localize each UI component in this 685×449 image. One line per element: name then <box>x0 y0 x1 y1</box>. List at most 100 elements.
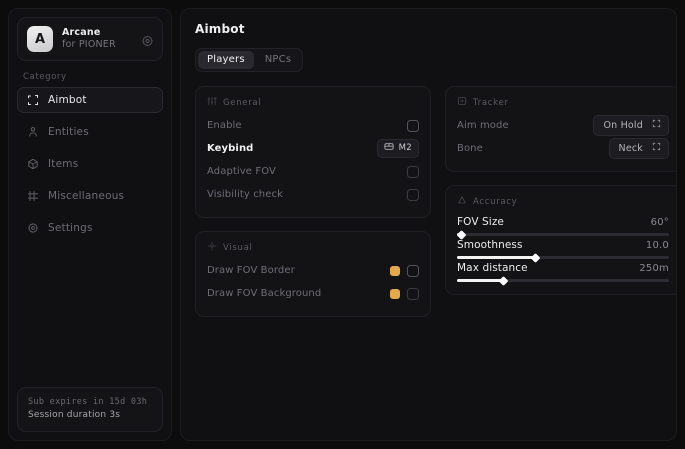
slider-max-distance: Max distance 250m <box>457 259 669 286</box>
general-panel-header: General <box>207 96 419 109</box>
slider-fill <box>457 279 504 282</box>
profile-text: Arcane for PIONER <box>62 26 116 51</box>
smoothness-slider-track[interactable] <box>457 252 669 263</box>
slider-handle[interactable] <box>498 275 509 286</box>
row-bone[interactable]: Bone Neck <box>457 137 669 160</box>
slider-label: FOV Size <box>457 216 504 228</box>
visual-panel-title: Visual <box>223 242 253 253</box>
slider-fill <box>457 256 536 259</box>
slider-smoothness: Smoothness 10.0 <box>457 236 669 263</box>
gear-icon <box>27 222 39 234</box>
nav-spacer <box>17 147 163 149</box>
subscription-card: Sub expires in 15d 03h Session duration … <box>17 386 163 432</box>
keybind-button[interactable]: M2 <box>376 139 419 158</box>
slider-header: Max distance 250m <box>457 262 669 274</box>
slider-value: 250m <box>639 263 669 274</box>
target-frame-icon <box>457 96 467 109</box>
visibility-check-checkbox[interactable] <box>407 188 419 201</box>
crosshair-frame-icon <box>27 94 39 106</box>
slider-value: 60° <box>650 217 669 228</box>
sliders-icon <box>207 96 217 109</box>
avatar: A <box>27 26 53 52</box>
row-label: Adaptive FOV <box>207 166 276 177</box>
draw-fov-border-checkbox[interactable] <box>407 264 419 277</box>
sidebar-item-items[interactable]: Items <box>17 151 163 177</box>
adaptive-fov-checkbox[interactable] <box>407 165 419 178</box>
sidebar-item-settings[interactable]: Settings <box>17 215 163 241</box>
slider-header: Smoothness 10.0 <box>457 239 669 251</box>
visual-panel: Visual Draw FOV Border Draw FOV Backgrou… <box>195 231 431 317</box>
tab-players[interactable]: Players <box>198 51 254 69</box>
slider-fov-size: FOV Size 60° <box>456 213 669 240</box>
slider-value: 10.0 <box>645 240 669 251</box>
slider-label: Max distance <box>457 262 528 274</box>
nav-spacer <box>17 211 163 213</box>
triangle-icon <box>457 195 467 208</box>
sidebar-item-entities[interactable]: Entities <box>17 119 163 145</box>
session-duration-text: Session duration 3s <box>28 409 121 420</box>
draw-fov-background-checkbox[interactable] <box>407 287 419 300</box>
accuracy-panel-header: Accuracy <box>457 195 669 208</box>
sparkle-icon <box>207 241 217 254</box>
row-label: Draw FOV Border <box>207 265 295 276</box>
row-aim-mode[interactable]: Aim mode On Hold <box>457 114 669 137</box>
right-column: Tracker Aim mode On Hold <box>445 86 676 295</box>
row-controls <box>390 264 419 277</box>
tracker-panel-header: Tracker <box>457 96 669 109</box>
sub-expiry-text: Sub expires in 15d 03h <box>28 396 148 407</box>
sidebar: A Arcane for PIONER Category Ai <box>8 8 172 441</box>
slider-label: Smoothness <box>457 239 523 251</box>
nav-spacer <box>17 115 163 117</box>
row-enable[interactable]: Enable <box>207 114 419 137</box>
grid-icon <box>27 190 39 202</box>
aim-mode-select[interactable]: On Hold <box>593 115 669 136</box>
box-icon <box>27 158 39 170</box>
category-label: Category <box>23 72 67 82</box>
fov-border-color-swatch[interactable] <box>390 265 400 276</box>
bone-value: Neck <box>618 142 643 154</box>
row-draw-fov-background[interactable]: Draw FOV Background <box>207 282 419 305</box>
bone-select[interactable]: Neck <box>608 138 669 159</box>
slider-header: FOV Size 60° <box>457 216 669 228</box>
enable-checkbox[interactable] <box>407 119 419 132</box>
row-visibility-check[interactable]: Visibility check <box>207 183 419 206</box>
general-panel-title: General <box>223 97 262 108</box>
profile-subtitle: for PIONER <box>62 38 116 50</box>
row-label: Keybind <box>207 143 254 154</box>
sidebar-item-label: Aimbot <box>48 94 87 106</box>
fov-size-slider-track[interactable] <box>456 229 669 240</box>
person-icon <box>27 126 39 138</box>
row-keybind[interactable]: Keybind M2 <box>207 137 419 160</box>
tracker-panel: Tracker Aim mode On Hold <box>445 86 676 172</box>
sidebar-nav: Aimbot Entities Items <box>17 87 163 241</box>
sidebar-item-aimbot[interactable]: Aimbot <box>17 87 163 113</box>
row-label: Draw FOV Background <box>207 288 322 299</box>
mouse-icon <box>384 142 394 154</box>
tab-bar: Players NPCs <box>195 48 304 72</box>
fov-background-color-swatch[interactable] <box>390 288 400 299</box>
row-draw-fov-border[interactable]: Draw FOV Border <box>207 259 419 282</box>
sidebar-item-miscellaneous[interactable]: Miscellaneous <box>17 183 163 209</box>
row-label: Visibility check <box>207 189 283 200</box>
sidebar-item-label: Settings <box>48 222 93 234</box>
max-distance-slider-track[interactable] <box>457 275 669 286</box>
main-panel: Aimbot Players NPCs General <box>180 8 677 441</box>
tab-npcs[interactable]: NPCs <box>264 54 292 65</box>
sidebar-item-label: Items <box>48 158 79 170</box>
row-label: Enable <box>207 120 242 131</box>
gear-icon[interactable] <box>141 33 154 47</box>
aim-mode-value: On Hold <box>603 119 643 131</box>
visual-panel-header: Visual <box>207 241 419 254</box>
nav-spacer <box>17 179 163 181</box>
keybind-value: M2 <box>398 143 412 153</box>
accuracy-panel: Accuracy FOV Size 60° <box>445 185 676 295</box>
profile-name: Arcane <box>62 26 101 38</box>
row-adaptive-fov[interactable]: Adaptive FOV <box>207 160 419 183</box>
panel-columns: General Enable Keybind <box>195 86 676 317</box>
sidebar-item-label: Entities <box>48 126 89 138</box>
accuracy-panel-title: Accuracy <box>473 196 518 207</box>
profile-card[interactable]: A Arcane for PIONER <box>17 17 163 61</box>
row-label: Aim mode <box>457 120 509 131</box>
expand-icon <box>652 142 661 154</box>
